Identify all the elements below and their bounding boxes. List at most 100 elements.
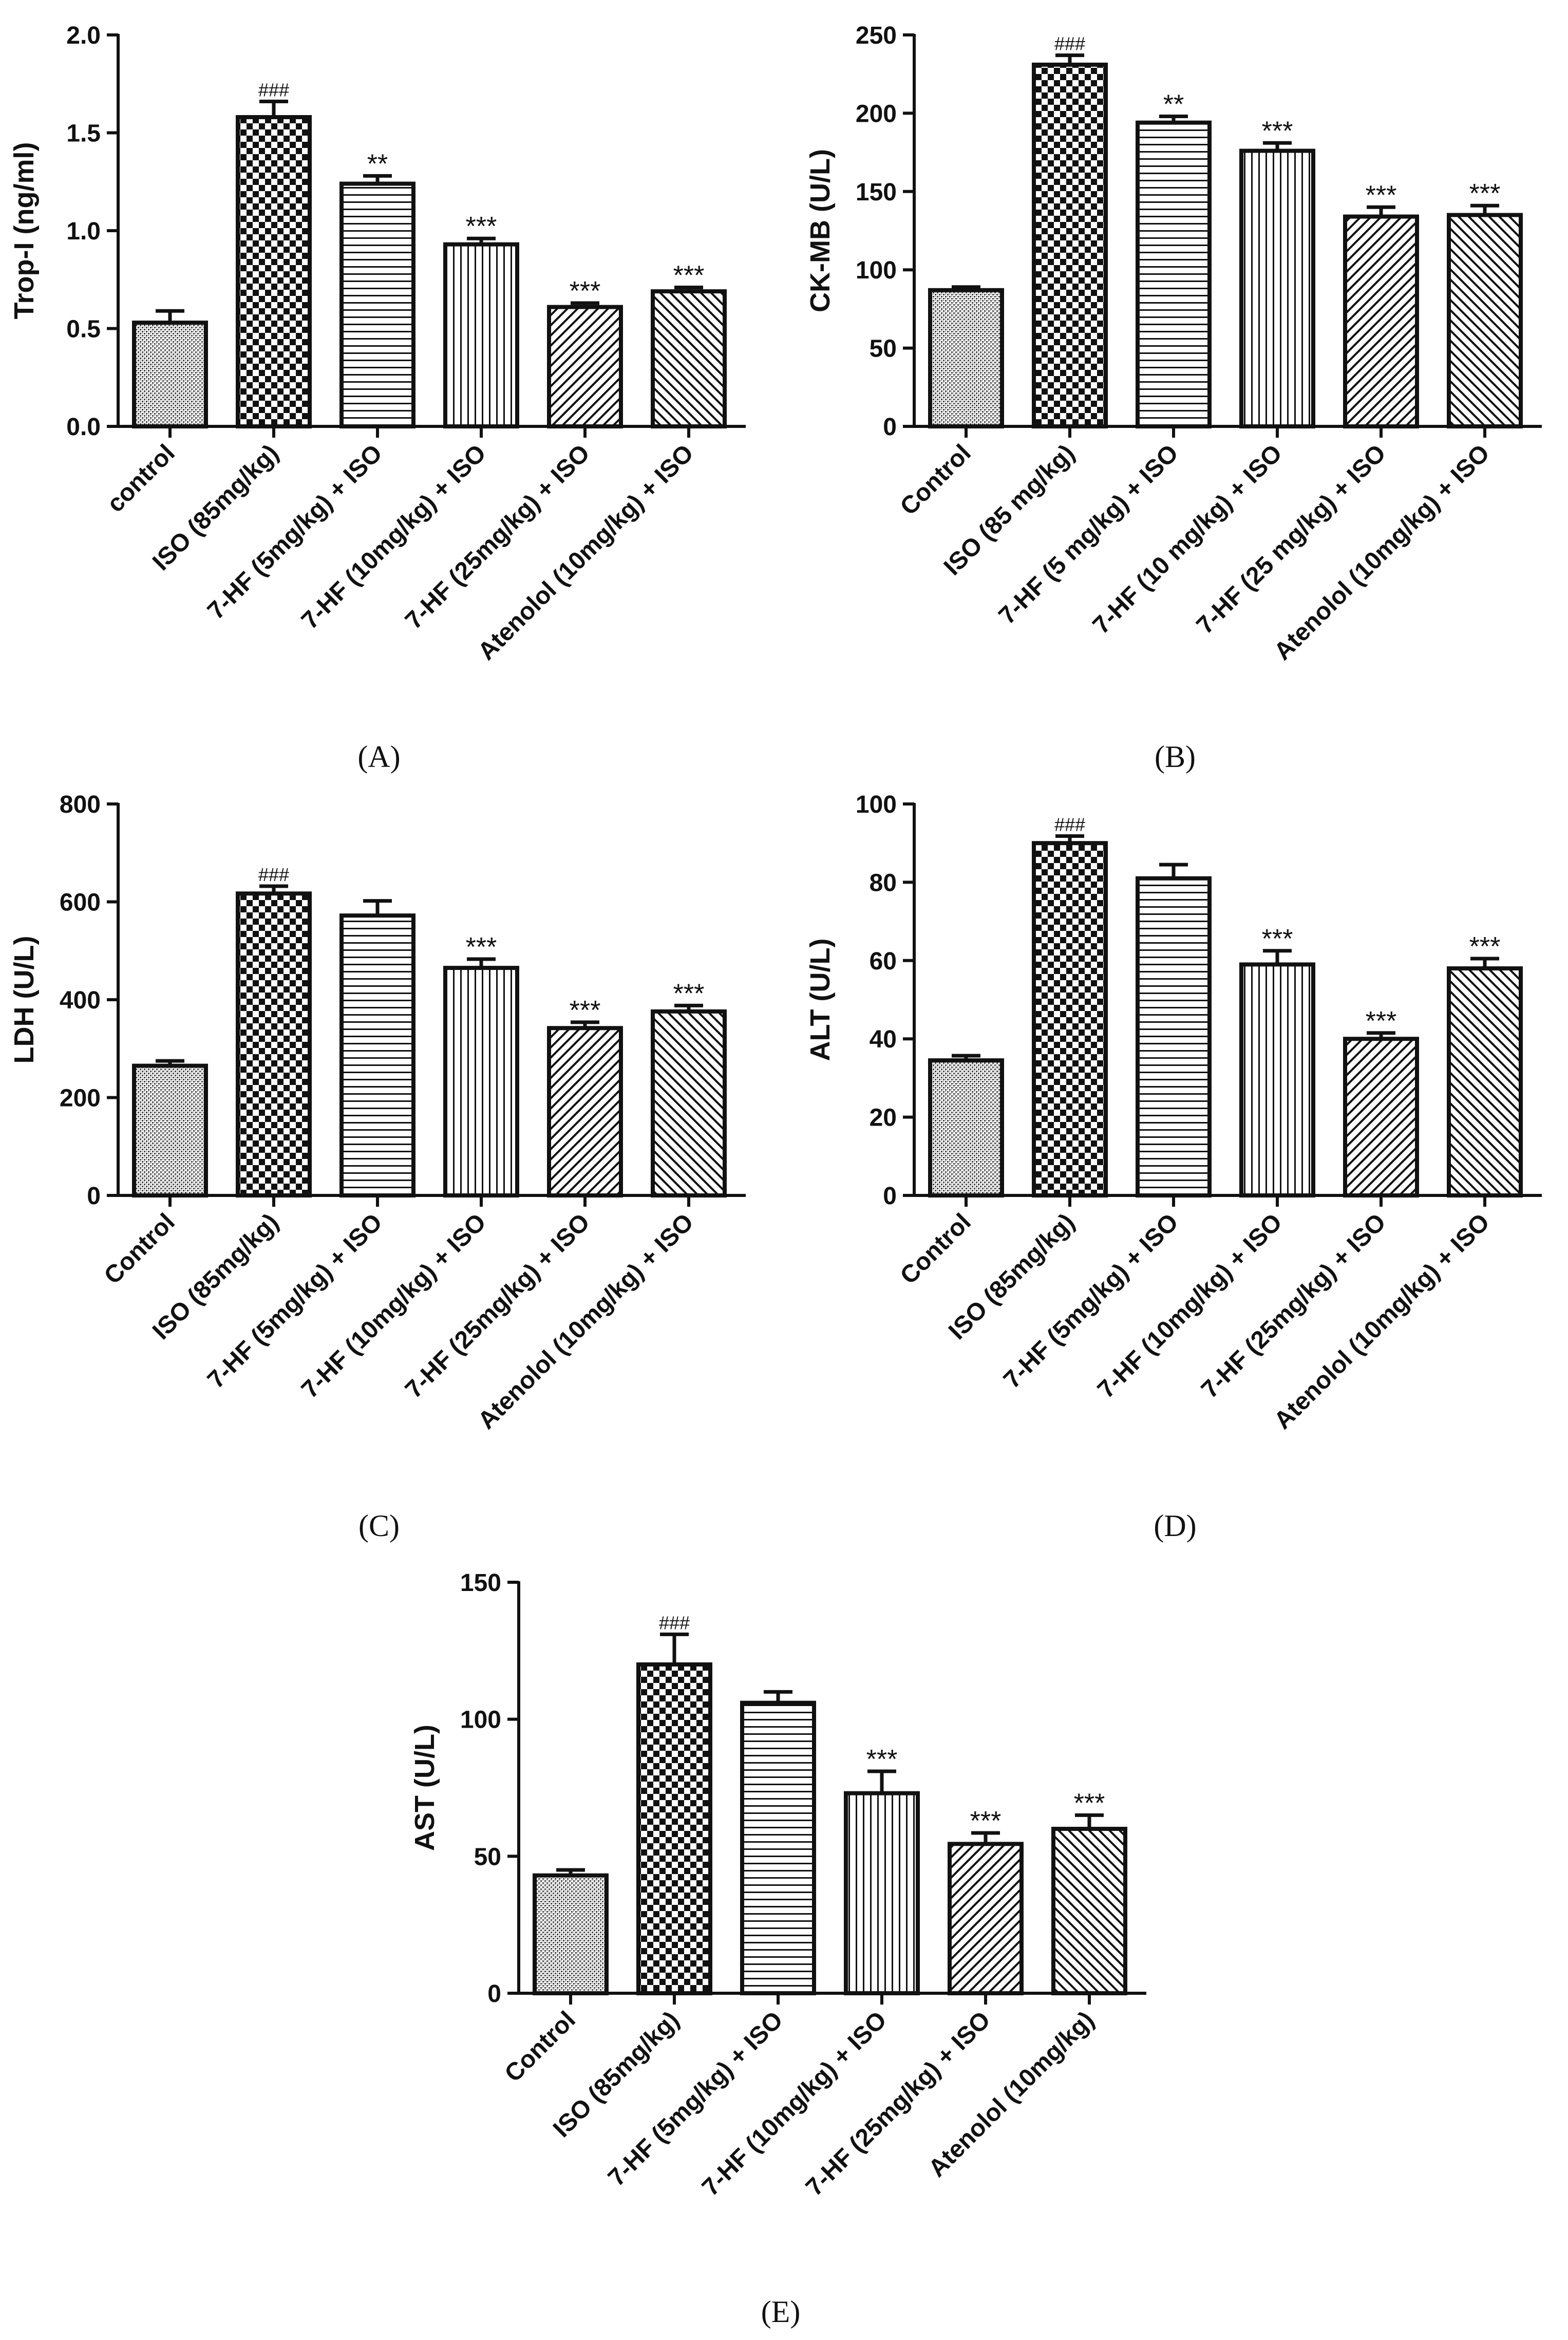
category-label: 7-HF (10mg/kg) + ISO bbox=[296, 1208, 492, 1403]
bar bbox=[1136, 120, 1212, 429]
bar bbox=[651, 1009, 727, 1197]
y-tick-label: 1.0 bbox=[66, 218, 101, 245]
significance-label: *** bbox=[866, 1745, 898, 1774]
y-tick-label: 20 bbox=[870, 1105, 897, 1132]
y-tick-label: 250 bbox=[856, 22, 897, 49]
significance-label: *** bbox=[1074, 1788, 1105, 1818]
significance-label: *** bbox=[1366, 180, 1397, 210]
y-tick-label: 150 bbox=[460, 1569, 501, 1597]
y-tick-label: 100 bbox=[856, 791, 897, 818]
bar bbox=[1032, 62, 1108, 429]
bar bbox=[948, 1842, 1024, 1995]
category-label: 7-HF (5mg/kg) + ISO bbox=[202, 1208, 388, 1394]
category-label: 7-HF (10 mg/kg) + ISO bbox=[1088, 439, 1288, 639]
significance-label: *** bbox=[1262, 116, 1293, 146]
significance-label: *** bbox=[673, 260, 705, 290]
y-tick-label: 0 bbox=[87, 1183, 101, 1210]
bar bbox=[651, 289, 727, 428]
y-tick-label: 80 bbox=[870, 869, 897, 896]
bar bbox=[928, 1058, 1004, 1198]
significance-label: *** bbox=[673, 979, 705, 1008]
category-label: Control bbox=[895, 439, 976, 520]
bar bbox=[1239, 148, 1315, 428]
y-tick-label: 1.5 bbox=[66, 120, 101, 147]
y-tick-label: 100 bbox=[856, 257, 897, 284]
category-label: 7-HF (5 mg/kg) + ISO bbox=[993, 439, 1183, 629]
category-label: Atenolol (10mg/kg) + ISO bbox=[473, 1208, 699, 1434]
y-axis-label: ALT (U/L) bbox=[805, 939, 836, 1061]
bar bbox=[443, 966, 519, 1198]
y-tick-label: 800 bbox=[60, 791, 101, 818]
y-tick-label: 50 bbox=[474, 1843, 501, 1870]
category-label: Atenolol (10mg/kg) + ISO bbox=[473, 439, 699, 665]
y-tick-label: 40 bbox=[870, 1026, 897, 1053]
bar bbox=[928, 288, 1004, 428]
y-tick-label: 200 bbox=[60, 1085, 101, 1112]
category-label: 7-HF (5mg/kg) + ISO bbox=[202, 439, 388, 625]
significance-label: ** bbox=[1163, 89, 1184, 119]
y-axis-label: LDH (U/L) bbox=[9, 936, 40, 1064]
panel-caption: (D) bbox=[1154, 1509, 1196, 1543]
category-label: control bbox=[102, 439, 180, 517]
y-tick-label: 150 bbox=[856, 179, 897, 206]
category-label: 7-HF (10mg/kg) + ISO bbox=[296, 439, 492, 634]
category-label: 7-HF (25mg/kg) + ISO bbox=[400, 1208, 595, 1403]
y-tick-label: 60 bbox=[870, 948, 897, 975]
y-tick-label: 50 bbox=[870, 335, 897, 363]
bar bbox=[339, 913, 415, 1198]
y-tick-label: 0.0 bbox=[66, 414, 101, 441]
category-label: 7-HF (10mg/kg) + ISO bbox=[697, 2006, 892, 2201]
bar bbox=[339, 181, 415, 428]
bar bbox=[1343, 214, 1419, 428]
significance-label: *** bbox=[1262, 924, 1293, 954]
panel-caption: (A) bbox=[357, 740, 400, 774]
category-label: 7-HF (25mg/kg) + ISO bbox=[1196, 1208, 1391, 1403]
significance-label: ### bbox=[1054, 814, 1085, 835]
y-tick-label: 0.5 bbox=[66, 316, 101, 343]
bar bbox=[1032, 841, 1108, 1197]
significance-label: ** bbox=[367, 149, 388, 179]
significance-label: ### bbox=[258, 864, 289, 885]
bar bbox=[132, 321, 208, 428]
y-tick-label: 2.0 bbox=[66, 22, 101, 49]
significance-label: *** bbox=[466, 932, 497, 962]
significance-label: ### bbox=[659, 1612, 690, 1633]
y-tick-label: 100 bbox=[460, 1707, 501, 1734]
category-label: Atenolol (10mg/kg) + ISO bbox=[1269, 1208, 1495, 1434]
y-tick-label: 0 bbox=[883, 414, 897, 441]
panel-caption: (C) bbox=[358, 1509, 400, 1543]
bar bbox=[1343, 1037, 1419, 1197]
panel-caption: (B) bbox=[1155, 740, 1196, 774]
significance-label: *** bbox=[970, 1806, 1002, 1836]
significance-label: *** bbox=[1469, 179, 1501, 209]
bar bbox=[636, 1662, 712, 1995]
significance-label: *** bbox=[466, 212, 497, 241]
category-label: 7-HF (25 mg/kg) + ISO bbox=[1192, 439, 1391, 639]
panel-caption: (E) bbox=[761, 2295, 801, 2329]
bar bbox=[443, 242, 519, 428]
bar bbox=[132, 1063, 208, 1197]
category-label: Control bbox=[500, 2006, 581, 2087]
bar bbox=[236, 891, 312, 1197]
y-tick-label: 400 bbox=[60, 987, 101, 1014]
category-label: 7-HF (25mg/kg) + ISO bbox=[400, 439, 595, 634]
significance-label: *** bbox=[570, 276, 601, 306]
significance-label: *** bbox=[1366, 1006, 1397, 1036]
y-axis-label: CK-MB (U/L) bbox=[805, 149, 836, 312]
bar bbox=[740, 1700, 816, 1996]
bar bbox=[1447, 213, 1523, 428]
y-tick-label: 0 bbox=[487, 1980, 501, 2008]
bar bbox=[1136, 876, 1212, 1197]
y-tick-label: 200 bbox=[856, 100, 897, 127]
category-label: 7-HF (5mg/kg) + ISO bbox=[603, 2006, 788, 2192]
significance-label: *** bbox=[1469, 932, 1501, 962]
bar bbox=[236, 115, 312, 428]
category-label: Control bbox=[99, 1208, 180, 1289]
bar bbox=[1239, 962, 1315, 1198]
bar bbox=[547, 1026, 623, 1197]
